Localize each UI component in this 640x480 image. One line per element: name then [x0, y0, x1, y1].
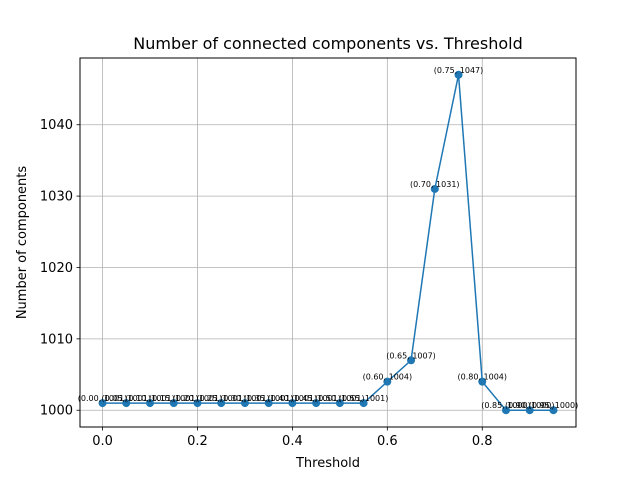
data-label: (0.80, 1004) — [458, 373, 508, 382]
data-point — [217, 399, 226, 408]
data-point — [98, 399, 107, 408]
y-tick-label: 1000 — [40, 404, 73, 419]
data-point — [312, 399, 321, 408]
y-tick-label: 1010 — [40, 332, 73, 347]
y-tick-label: 1030 — [40, 190, 73, 205]
data-label: (0.60, 1004) — [363, 373, 413, 382]
data-point — [335, 399, 344, 408]
chart-title: Number of connected components vs. Thres… — [133, 34, 523, 53]
x-tick-label: 0.4 — [282, 434, 303, 449]
x-axis-label: Threshold — [295, 456, 360, 471]
data-label: (0.45, 1001) — [291, 394, 341, 403]
data-point — [383, 377, 392, 386]
data-point — [478, 377, 487, 386]
data-label: (0.65, 1007) — [386, 351, 436, 360]
x-tick-label: 0.8 — [472, 434, 493, 449]
data-label: (0.75, 1047) — [434, 66, 484, 75]
data-point — [501, 406, 510, 415]
data-label: (0.40, 1001) — [268, 394, 318, 403]
plot-frame — [79, 57, 577, 428]
data-point — [430, 184, 439, 193]
data-label: (0.25, 1001) — [196, 394, 246, 403]
data-label: (0.50, 1001) — [315, 394, 365, 403]
data-label: (0.30, 1001) — [220, 394, 270, 403]
data-label: (0.85, 1000) — [481, 401, 531, 410]
data-label: (0.15, 1001) — [149, 394, 199, 403]
x-tick-label: 0.2 — [187, 434, 208, 449]
y-tick-label: 1020 — [40, 261, 73, 276]
data-point — [407, 356, 416, 365]
data-label: (0.20, 1001) — [173, 394, 223, 403]
x-tick-label: 0.0 — [92, 434, 113, 449]
data-labels: (0.00, 1001)(0.05, 1001)(0.10, 1001)(0.1… — [78, 66, 578, 410]
data-label: (0.05, 1001) — [102, 394, 152, 403]
data-label: (0.35, 1001) — [244, 394, 294, 403]
data-point — [193, 399, 202, 408]
x-tick-label: 0.6 — [377, 434, 398, 449]
data-label: (0.70, 1031) — [410, 180, 460, 189]
series — [98, 70, 558, 415]
data-label: (0.95, 1000) — [529, 401, 579, 410]
data-label: (0.55, 1001) — [339, 394, 389, 403]
grid — [80, 58, 576, 427]
data-point — [525, 406, 534, 415]
ticks: 0.0 0.2 0.4 0.6 0.8 1000 1010 1020 1030 1040 — [40, 118, 493, 449]
data-label: (0.10, 1001) — [125, 394, 175, 403]
data-point — [122, 399, 131, 408]
data-point — [454, 70, 463, 79]
data-point — [240, 399, 249, 408]
data-point — [288, 399, 297, 408]
data-point — [359, 399, 368, 408]
data-label: (0.90, 1000) — [505, 401, 555, 410]
y-axis-label: Number of components — [15, 166, 30, 320]
data-label: (0.00, 1001) — [78, 394, 128, 403]
data-point — [549, 406, 558, 415]
y-tick-label: 1040 — [40, 118, 73, 133]
data-point — [169, 399, 178, 408]
data-point — [264, 399, 273, 408]
data-point — [146, 399, 155, 408]
